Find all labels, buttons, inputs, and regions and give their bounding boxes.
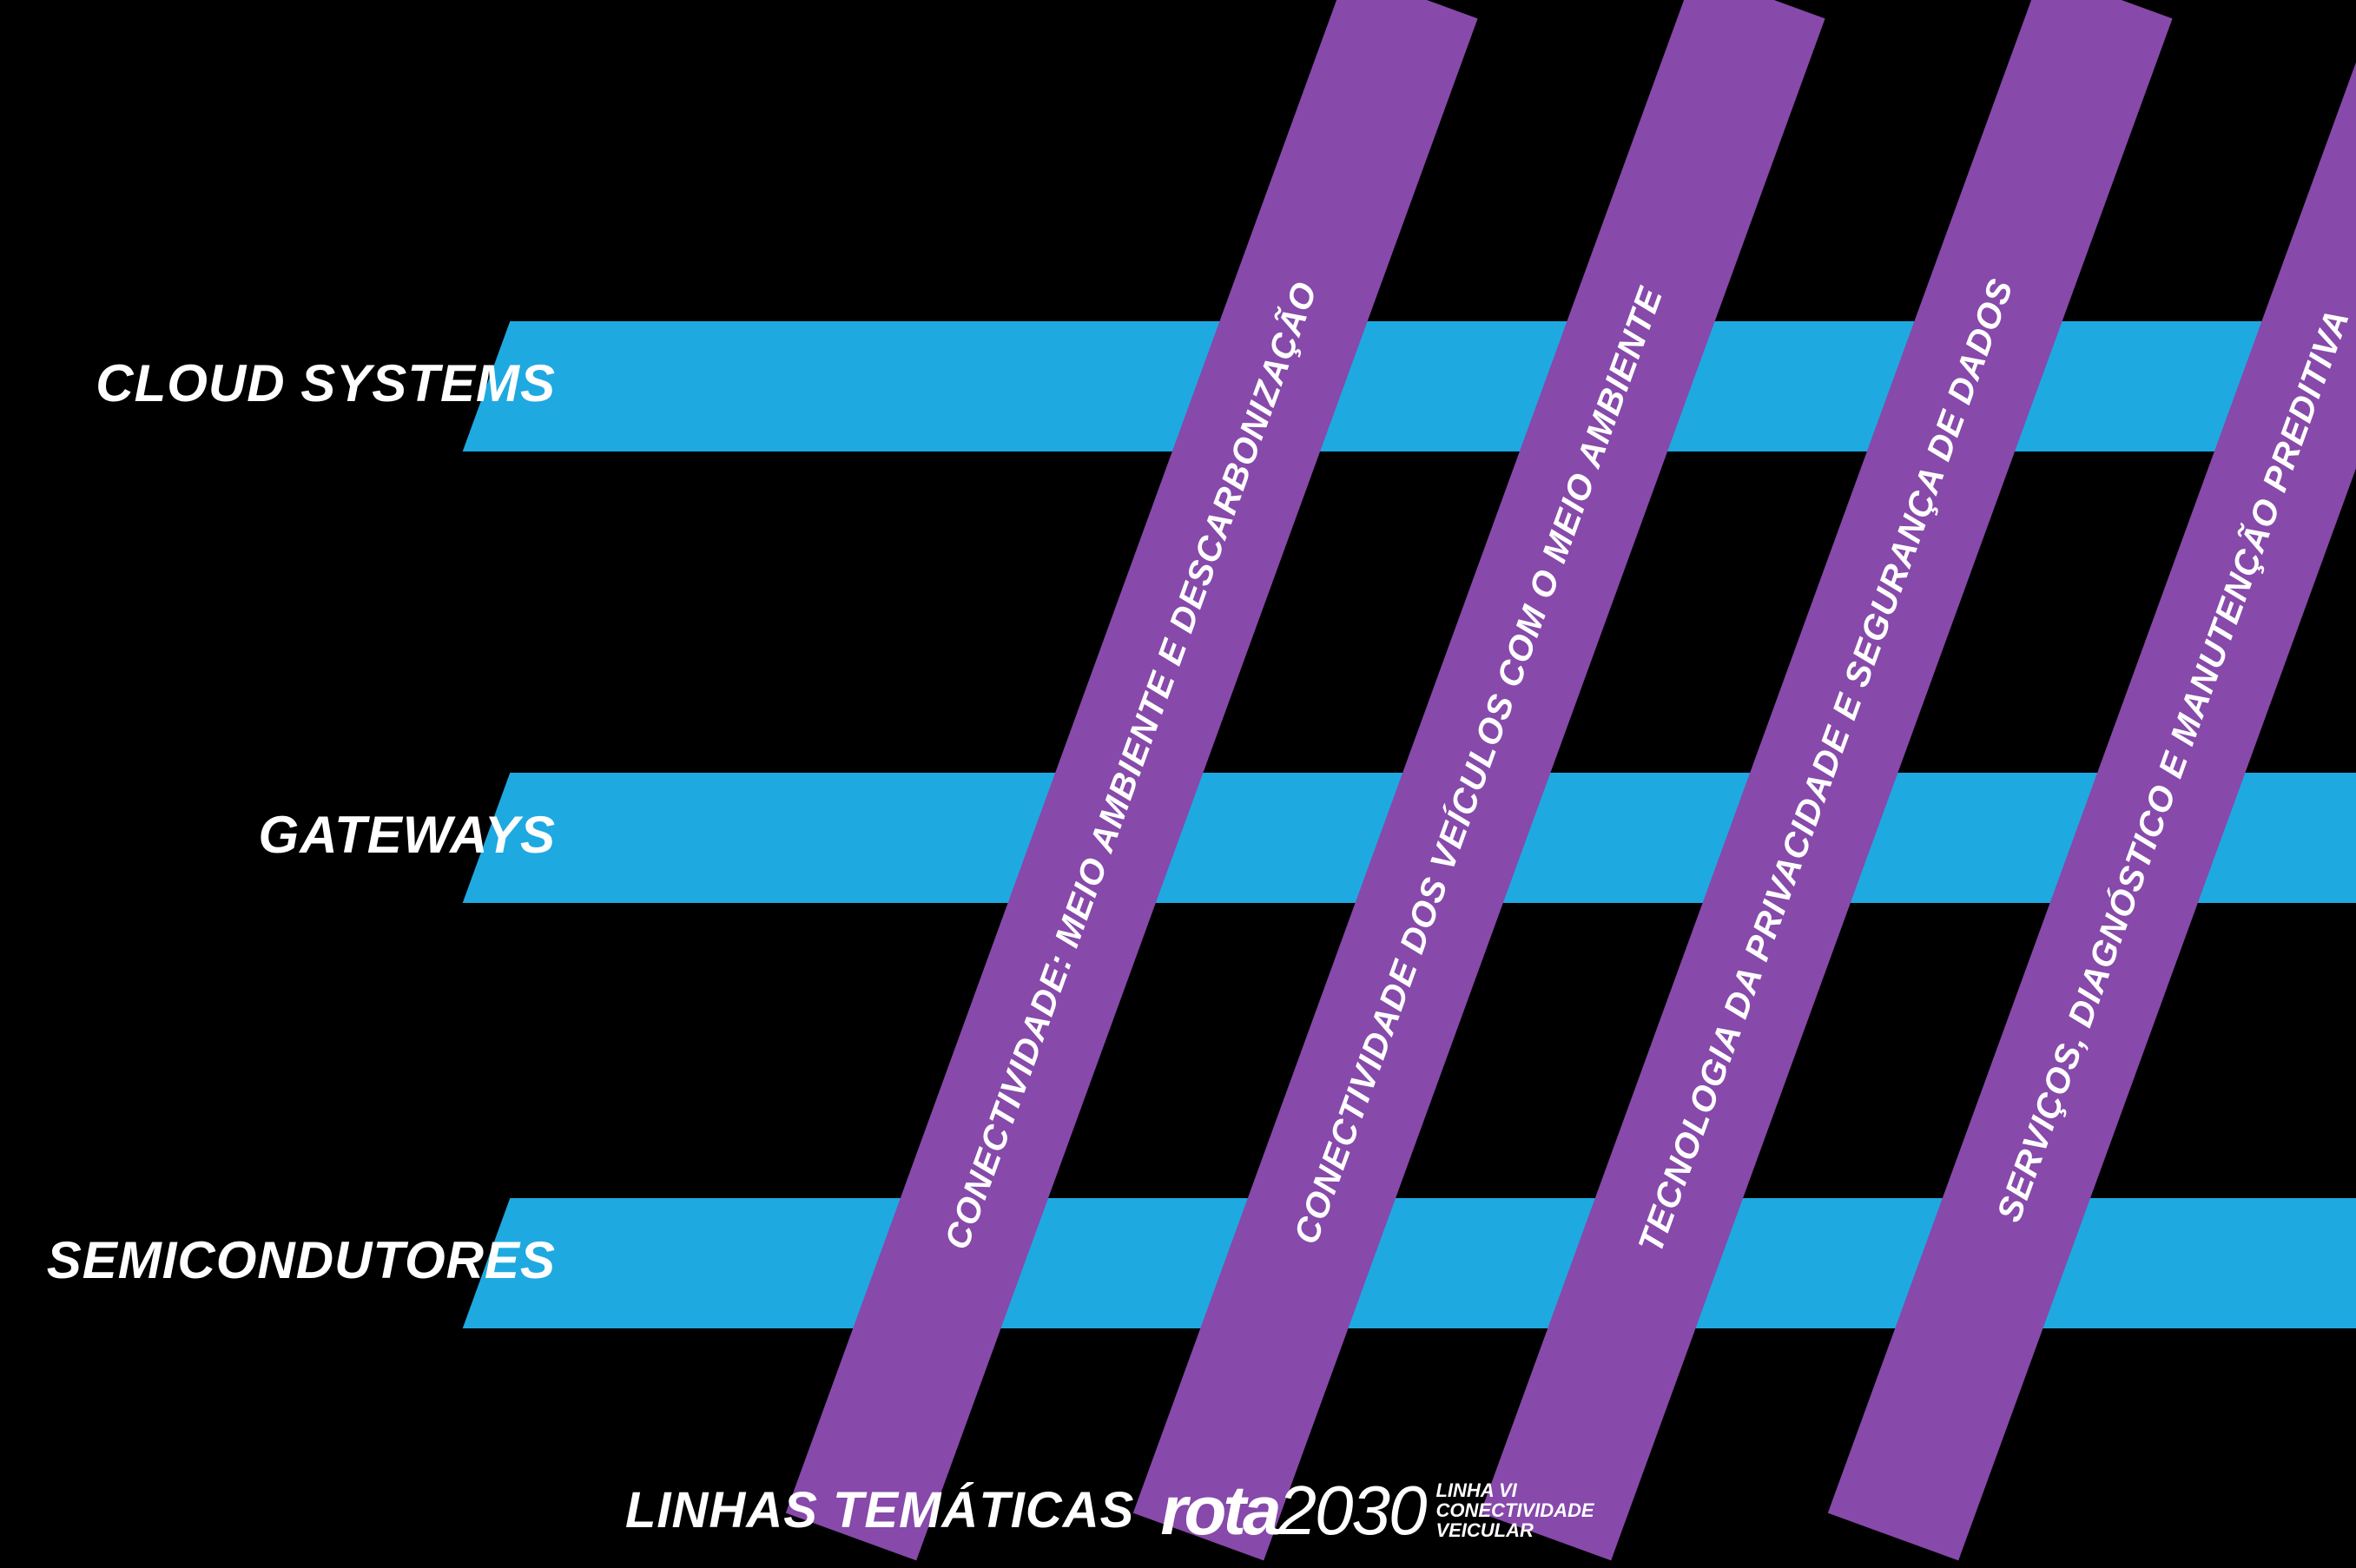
logo-brand-b: 2030 (1277, 1472, 1425, 1549)
logo-brand-a: rota (1160, 1472, 1277, 1549)
footer: LINHAS TEMÁTICASrota2030LINHA VICONECTIV… (625, 1480, 1594, 1540)
footer-title: LINHAS TEMÁTICAS (625, 1481, 1134, 1539)
logo: rota2030LINHA VICONECTIVIDADEVEICULAR (1160, 1480, 1594, 1540)
horizontal-label-0: CLOUD SYSTEMS (17, 353, 556, 413)
horizontal-label-1: GATEWAYS (17, 805, 556, 865)
logo-sub2: CONECTIVIDADE (1435, 1500, 1594, 1520)
horizontal-label-2: SEMICONDUTORES (17, 1230, 556, 1290)
diagram-canvas: CLOUD SYSTEMS GATEWAYS SEMICONDUTORES CONEC… (0, 0, 2356, 1568)
logo-sub1: LINHA VI (1435, 1480, 1594, 1500)
horizontal-bar-0 (463, 321, 2356, 451)
logo-brand: rota2030 (1160, 1483, 1425, 1538)
logo-sub3: VEICULAR (1435, 1520, 1594, 1540)
logo-subtitle: LINHA VICONECTIVIDADEVEICULAR (1435, 1480, 1594, 1540)
